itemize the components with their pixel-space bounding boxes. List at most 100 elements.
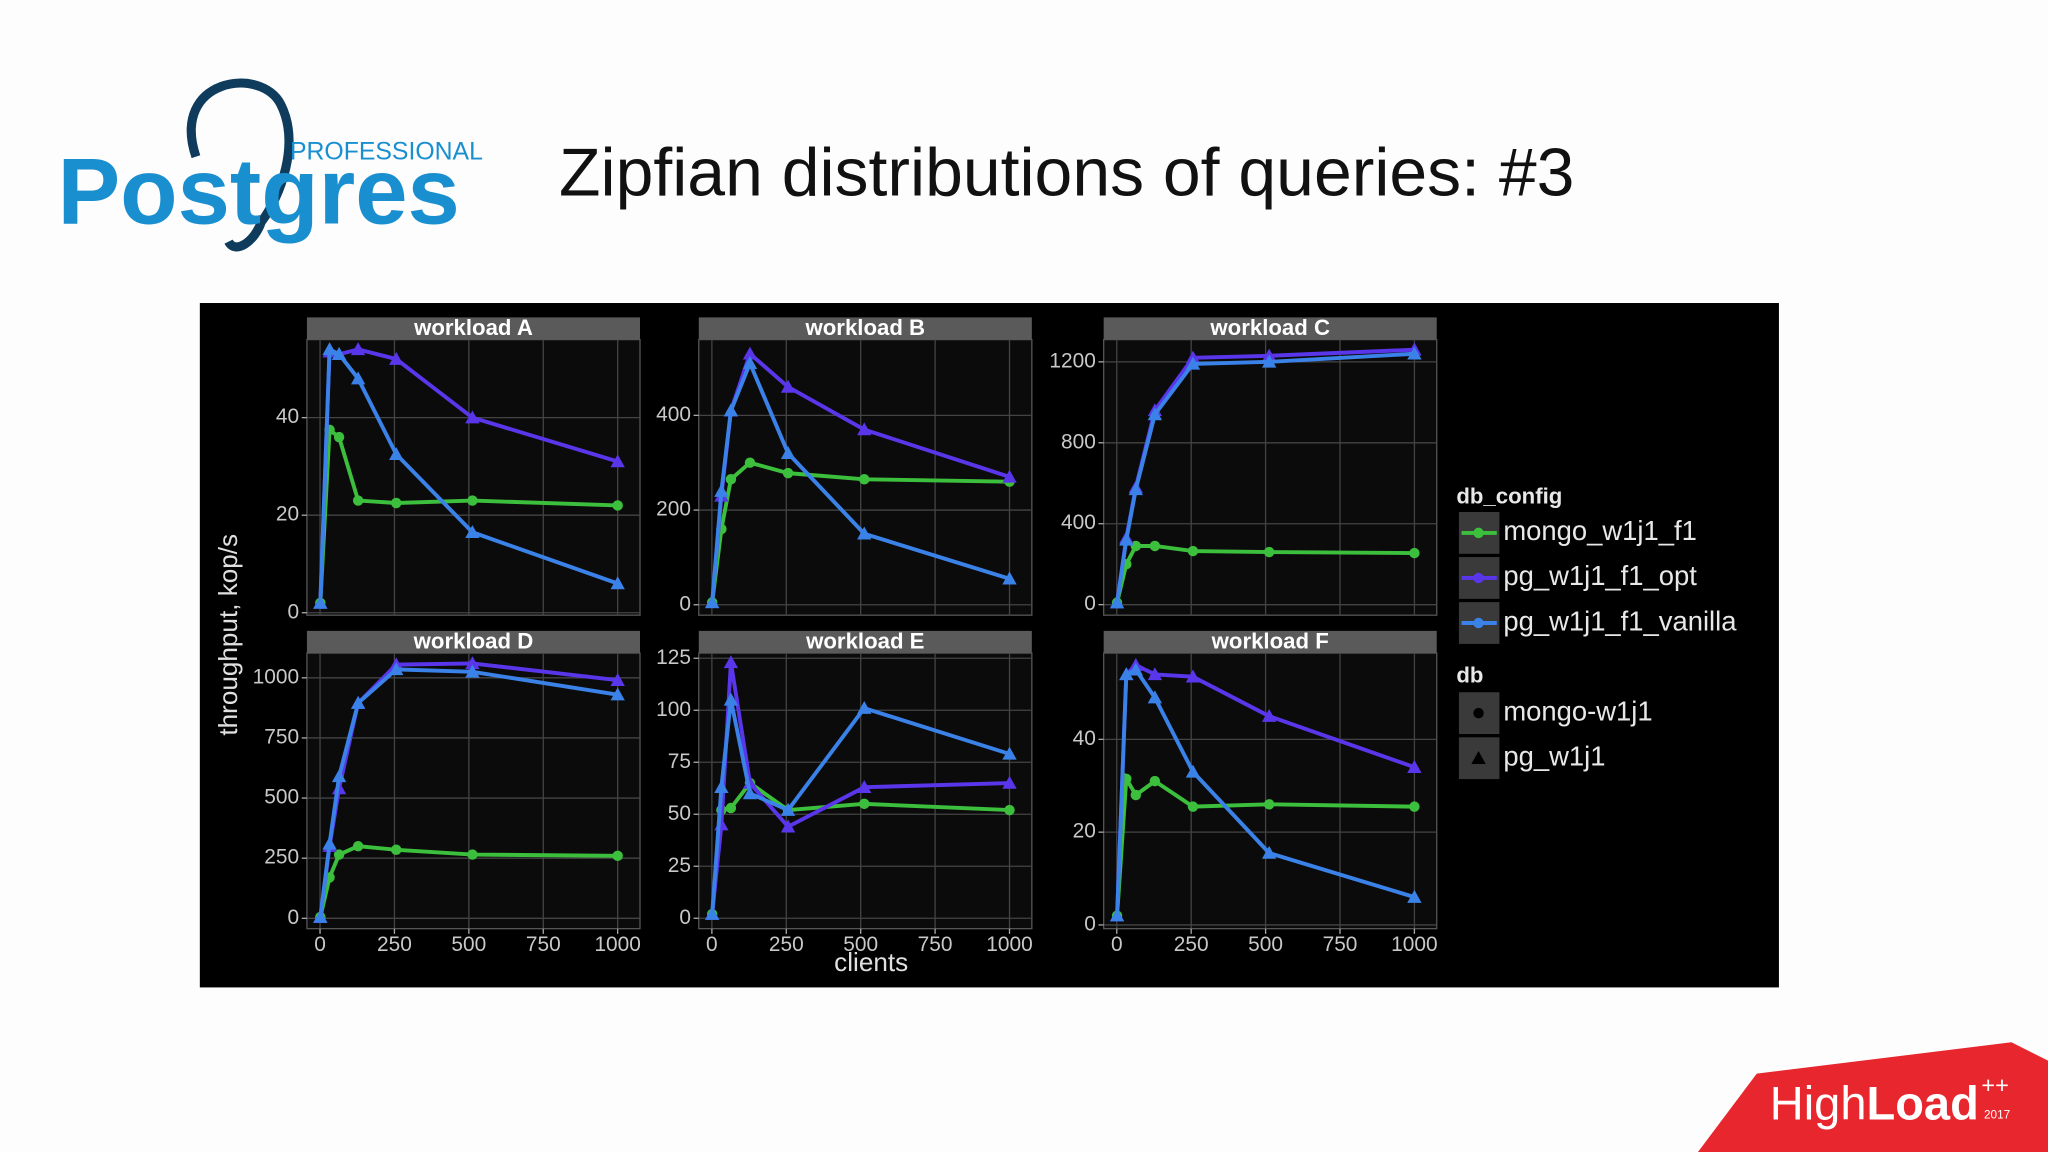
y-tick-label: 200 (656, 498, 691, 521)
data-point (780, 446, 796, 459)
data-point (859, 474, 870, 485)
x-tick-label: 1000 (594, 933, 640, 956)
data-point (1261, 354, 1277, 368)
y-tick-label: 75 (668, 750, 691, 773)
data-point (742, 346, 758, 360)
data-point (725, 802, 737, 814)
data-point (1002, 469, 1017, 483)
data-point (610, 576, 625, 590)
legend-marker (1473, 617, 1484, 629)
data-point (1263, 546, 1275, 558)
panel-strip (698, 317, 1032, 340)
data-point (714, 483, 729, 497)
y-tick-label: 0 (287, 600, 299, 623)
data-point (465, 664, 480, 678)
footer-sup: ++ (1981, 1072, 2008, 1098)
data-point (723, 403, 739, 417)
data-point (352, 840, 364, 852)
footer-year: 2017 (1984, 1109, 2010, 1122)
data-point (1128, 662, 1144, 676)
data-point (723, 692, 739, 706)
data-point (1147, 690, 1163, 704)
data-point (322, 836, 337, 850)
legend-label: pg_w1j1 (1503, 740, 1605, 771)
data-point (742, 356, 758, 370)
data-point (391, 497, 402, 509)
data-point (1185, 764, 1201, 778)
legend-label: mongo_w1j1_f1 (1503, 515, 1697, 546)
data-point (725, 474, 737, 485)
data-point (350, 342, 366, 356)
data-point (1187, 545, 1199, 557)
panel-background (1103, 652, 1438, 930)
y-tick-label: 25 (668, 854, 691, 877)
data-point (1149, 775, 1161, 787)
x-tick-label: 750 (1323, 933, 1358, 956)
data-point (714, 780, 729, 793)
y-tick-label: 0 (1084, 912, 1096, 935)
y-axis-label: throughput, kop/s (213, 534, 243, 736)
x-tick-label: 250 (769, 933, 804, 956)
y-tick-label: 0 (679, 906, 691, 929)
x-tick-label: 750 (526, 933, 561, 956)
data-point (610, 687, 625, 701)
data-point (331, 347, 347, 360)
y-tick-label: 500 (264, 786, 299, 809)
panel-strip (1103, 317, 1437, 340)
panel-strip (698, 630, 1032, 654)
data-point (1187, 801, 1199, 812)
data-point (313, 595, 328, 609)
y-tick-label: 0 (1084, 592, 1096, 615)
x-tick-label: 250 (1174, 933, 1209, 956)
data-point (1109, 595, 1125, 609)
logo: Postgres (57, 138, 459, 243)
legend-label: mongo-w1j1 (1503, 695, 1652, 726)
data-point (1002, 571, 1017, 585)
data-point (610, 454, 625, 468)
data-point (465, 656, 480, 670)
data-point (857, 422, 872, 436)
panel-strip (306, 630, 640, 654)
footer-high: High (1770, 1077, 1867, 1130)
x-tick-label: 1000 (1391, 933, 1437, 956)
x-tick-label: 750 (918, 933, 953, 956)
data-point (389, 351, 404, 365)
x-tick-label: 250 (377, 933, 412, 956)
panel-strip (306, 317, 640, 340)
data-point (857, 526, 872, 540)
panel-title: workload C (1209, 315, 1330, 340)
data-point (1002, 775, 1017, 789)
data-point (1147, 407, 1163, 421)
panel-title: workload A (413, 315, 533, 340)
y-tick-label: 400 (656, 403, 691, 426)
data-point (1409, 547, 1420, 559)
data-point (780, 379, 796, 393)
data-point (1004, 804, 1015, 816)
data-point (704, 906, 720, 920)
data-point (1263, 799, 1275, 810)
panel-title: workload D (413, 628, 534, 653)
data-point (331, 769, 347, 783)
data-point (1407, 889, 1422, 903)
y-tick-label: 20 (1073, 820, 1096, 843)
data-point (612, 500, 623, 511)
data-point (1261, 708, 1277, 722)
data-point (389, 662, 404, 676)
data-point (1407, 346, 1422, 360)
data-point (780, 819, 796, 833)
x-tick-label: 1000 (986, 933, 1032, 956)
y-tick-label: 0 (287, 906, 299, 929)
y-tick-label: 400 (1061, 511, 1096, 534)
legend-label: pg_w1j1_f1_vanilla (1503, 605, 1737, 636)
panel-strip (1103, 630, 1437, 654)
y-tick-label: 50 (668, 802, 691, 825)
panel-background (1103, 338, 1438, 616)
panel-title: workload B (805, 315, 926, 340)
y-tick-label: 1000 (253, 665, 299, 688)
x-tick-label: 500 (843, 933, 878, 956)
y-tick-label: 40 (276, 405, 299, 428)
y-tick-label: 750 (264, 725, 299, 748)
data-point (610, 673, 625, 686)
y-tick-label: 800 (1061, 430, 1096, 453)
legend-marker (1473, 707, 1484, 719)
